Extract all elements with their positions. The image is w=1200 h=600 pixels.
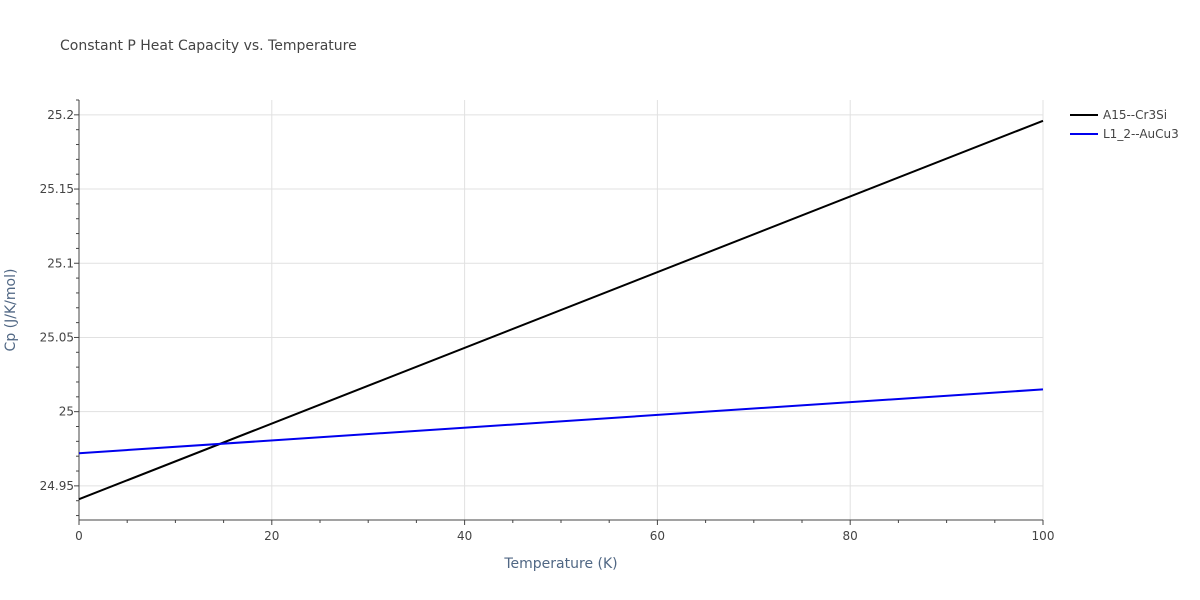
legend[interactable]: A15--Cr3Si L1_2--AuCu3 <box>1070 108 1179 141</box>
x-tick-label: 0 <box>75 529 83 543</box>
x-axis-title: Temperature (K) <box>503 556 617 572</box>
series-line-2 <box>78 388 1044 455</box>
x-tick-label: 60 <box>650 529 665 543</box>
grid-layer <box>79 100 1044 520</box>
y-tick-label: 25.05 <box>40 330 74 344</box>
y-tick-label: 25.1 <box>47 256 74 270</box>
series-line-1 <box>78 119 1044 501</box>
axes-layer: 0 20 40 60 80 100 24.95 25 25.05 25.1 25.15 25.2 <box>40 99 1055 543</box>
x-tick-label: 100 <box>1032 529 1055 543</box>
x-tick-label: 80 <box>843 529 858 543</box>
chart-title: Constant P Heat Capacity vs. Temperature <box>60 38 357 54</box>
x-tick-label: 20 <box>264 529 279 543</box>
legend-label: A15--Cr3Si <box>1103 108 1167 122</box>
y-tick-label: 24.95 <box>40 479 74 493</box>
series-layer <box>78 119 1044 501</box>
legend-label: L1_2--AuCu3 <box>1103 127 1179 141</box>
y-tick-label: 25.2 <box>47 108 74 122</box>
y-axis-title: Cp (J/K/mol) <box>3 269 19 352</box>
y-tick-label: 25.15 <box>40 182 74 196</box>
legend-item[interactable]: L1_2--AuCu3 <box>1070 127 1179 141</box>
y-tick-label: 25 <box>59 405 74 419</box>
legend-item[interactable]: A15--Cr3Si <box>1070 108 1167 122</box>
x-tick-label: 40 <box>457 529 472 543</box>
